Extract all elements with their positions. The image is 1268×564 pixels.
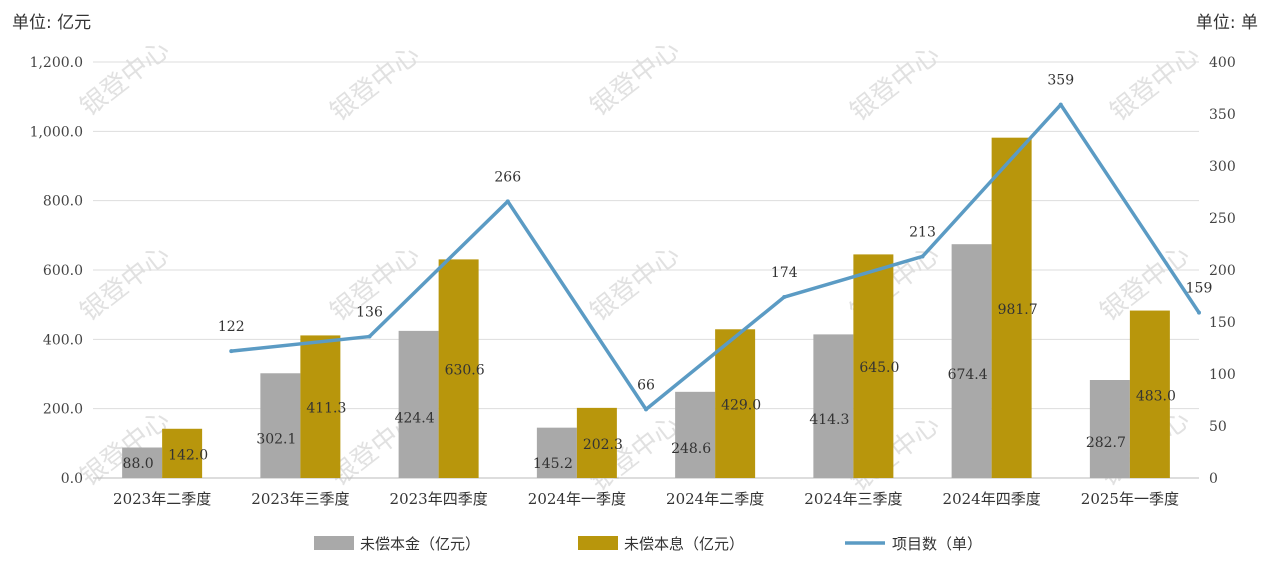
x-category-label: 2023年四季度 xyxy=(390,490,488,508)
bar-interest xyxy=(715,329,756,478)
bar-principal xyxy=(260,373,301,478)
bar-principal xyxy=(951,244,992,478)
grid-lines xyxy=(93,61,1199,479)
legend: 未偿本金（亿元） 未偿本息（亿元） 项目数（单） xyxy=(314,535,982,553)
label-principal: 88.0 xyxy=(123,456,154,472)
label-interest: 483.0 xyxy=(1136,388,1176,404)
y-right-tick-label: 200 xyxy=(1209,263,1236,279)
y-left-tick-label: 400.0 xyxy=(43,332,83,348)
watermark-text: 银登中心 xyxy=(75,35,175,123)
line-project-count xyxy=(231,102,1201,412)
label-project-count: 174 xyxy=(771,265,798,281)
label-project-count: 159 xyxy=(1186,281,1213,297)
bar-interest xyxy=(438,259,479,478)
y-left-tick-label: 1,200.0 xyxy=(30,55,83,71)
label-principal: 282.7 xyxy=(1086,435,1126,451)
line-point xyxy=(505,199,510,204)
y-right-tick-label: 350 xyxy=(1209,107,1236,123)
x-category-label: 2025年一季度 xyxy=(1081,490,1179,508)
line-point xyxy=(920,254,925,259)
label-project-count: 136 xyxy=(356,305,383,321)
bar-interest xyxy=(1129,310,1170,478)
label-interest: 981.7 xyxy=(998,302,1038,318)
y-right-tick-label: 0 xyxy=(1209,471,1218,487)
bar-interest xyxy=(576,407,617,478)
label-principal: 414.3 xyxy=(809,412,849,428)
watermark-text: 银登中心 xyxy=(75,240,175,328)
bar-interest xyxy=(300,335,341,478)
label-project-count: 122 xyxy=(218,319,245,335)
label-principal: 248.6 xyxy=(671,441,711,457)
left-axis-unit: 单位: 亿元 xyxy=(12,13,92,33)
label-project-count: 266 xyxy=(494,169,521,185)
y-right-tick-label: 400 xyxy=(1209,55,1236,71)
legend-swatch-principal xyxy=(314,536,354,550)
legend-swatch-interest xyxy=(578,536,618,550)
label-project-count: 359 xyxy=(1047,73,1074,89)
y-axis-left: 0.0 200.0 400.0 600.0 800.0 1,000.0 1,200.0 xyxy=(30,55,83,487)
label-interest: 411.3 xyxy=(306,401,346,417)
bar-series xyxy=(122,137,1170,478)
x-category-label: 2024年四季度 xyxy=(943,490,1041,508)
label-principal: 302.1 xyxy=(256,432,296,448)
bar-principal xyxy=(675,391,716,478)
y-right-tick-label: 50 xyxy=(1209,419,1227,435)
y-left-tick-label: 600.0 xyxy=(43,263,83,279)
label-interest: 630.6 xyxy=(445,363,485,379)
bar-interest xyxy=(853,254,894,478)
watermark-text: 银登中心 xyxy=(1105,40,1205,128)
bar-principal xyxy=(813,334,854,478)
x-category-label: 2023年三季度 xyxy=(251,490,349,508)
label-principal: 424.4 xyxy=(395,410,435,426)
label-principal: 674.4 xyxy=(948,367,988,383)
line-series xyxy=(229,102,1201,412)
watermark-text: 银登中心 xyxy=(325,40,425,128)
bar-principal xyxy=(1089,379,1130,478)
watermark-text: 银登中心 xyxy=(845,40,945,128)
label-interest: 645.0 xyxy=(859,360,899,376)
legend-label-interest: 未偿本息（亿元） xyxy=(624,535,744,553)
label-interest: 429.0 xyxy=(721,398,761,414)
y-right-tick-label: 300 xyxy=(1209,159,1236,175)
y-right-tick-label: 100 xyxy=(1209,367,1236,383)
legend-label-count: 项目数（单） xyxy=(892,535,982,553)
y-right-tick-label: 150 xyxy=(1209,315,1236,331)
bar-principal xyxy=(122,447,163,478)
x-axis: 2023年二季度 2023年三季度 2023年四季度 2024年一季度 2024年二季度… xyxy=(113,490,1179,508)
y-left-tick-label: 1,000.0 xyxy=(30,124,83,140)
watermark-text: 银登中心 xyxy=(585,240,685,328)
bar-principal xyxy=(536,427,577,478)
data-labels: 88.0 142.0 302.1 411.3 424.4 630.6 145.2 202.3 2… xyxy=(123,73,1213,472)
watermark-text: 银登中心 xyxy=(585,35,685,123)
line-point xyxy=(644,407,648,412)
label-project-count: 213 xyxy=(909,224,936,240)
x-category-label: 2023年二季度 xyxy=(113,490,211,508)
x-category-label: 2024年三季度 xyxy=(804,490,902,508)
y-left-tick-label: 200.0 xyxy=(43,402,83,418)
right-axis-unit: 单位: 单 xyxy=(1195,13,1258,33)
y-left-tick-label: 0.0 xyxy=(61,471,83,487)
bar-principal xyxy=(398,330,439,478)
x-category-label: 2024年一季度 xyxy=(528,490,626,508)
bar-interest xyxy=(162,428,203,478)
label-interest: 142.0 xyxy=(168,447,208,463)
y-left-tick-label: 800.0 xyxy=(43,194,83,210)
line-point xyxy=(367,334,372,339)
line-point xyxy=(229,349,234,354)
bar-interest xyxy=(991,137,1032,478)
legend-label-principal: 未偿本金（亿元） xyxy=(360,535,480,553)
line-point xyxy=(782,295,787,300)
y-axis-right: 0 50 100 150 200 250 300 350 400 xyxy=(1209,55,1236,487)
x-category-label: 2024年二季度 xyxy=(666,490,764,508)
label-principal: 145.2 xyxy=(533,456,573,472)
line-point xyxy=(1058,102,1063,107)
line-point xyxy=(1197,310,1201,315)
label-project-count: 66 xyxy=(637,377,655,393)
y-right-tick-label: 250 xyxy=(1209,211,1236,227)
label-interest: 202.3 xyxy=(583,437,623,453)
